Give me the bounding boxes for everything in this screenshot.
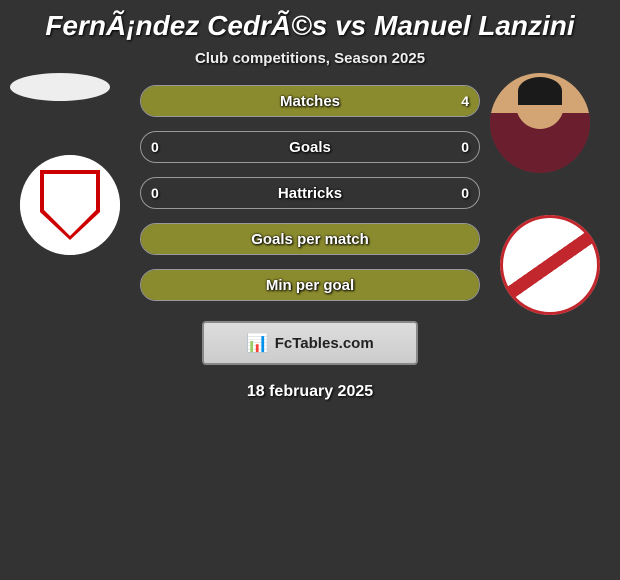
stat-value-right: 4	[461, 93, 469, 109]
brand-badge: 📊 FcTables.com	[202, 321, 418, 365]
chart-icon: 📊	[246, 333, 268, 354]
player2-avatar	[490, 73, 590, 173]
brand-label: FcTables.com	[275, 335, 374, 352]
stat-row: Min per goal	[140, 269, 480, 301]
stat-value-right: 0	[461, 139, 469, 155]
stat-value-right: 0	[461, 185, 469, 201]
stat-row: 0Goals0	[140, 131, 480, 163]
stat-row: 0Hattricks0	[140, 177, 480, 209]
player2-club-badge	[500, 215, 600, 315]
stat-label: Hattricks	[141, 185, 479, 202]
stat-label: Min per goal	[141, 277, 479, 294]
page-title: FernÃ¡ndez CedrÃ©s vs Manuel Lanzini	[0, 0, 620, 50]
stat-label: Matches	[141, 93, 479, 110]
stat-label: Goals	[141, 139, 479, 156]
date-label: 18 february 2025	[0, 383, 620, 401]
stats-list: Matches40Goals00Hattricks0Goals per matc…	[140, 85, 480, 301]
player1-avatar	[10, 73, 110, 101]
stat-row: Matches4	[140, 85, 480, 117]
player1-club-badge	[20, 155, 120, 255]
stat-label: Goals per match	[141, 231, 479, 248]
stat-row: Goals per match	[140, 223, 480, 255]
